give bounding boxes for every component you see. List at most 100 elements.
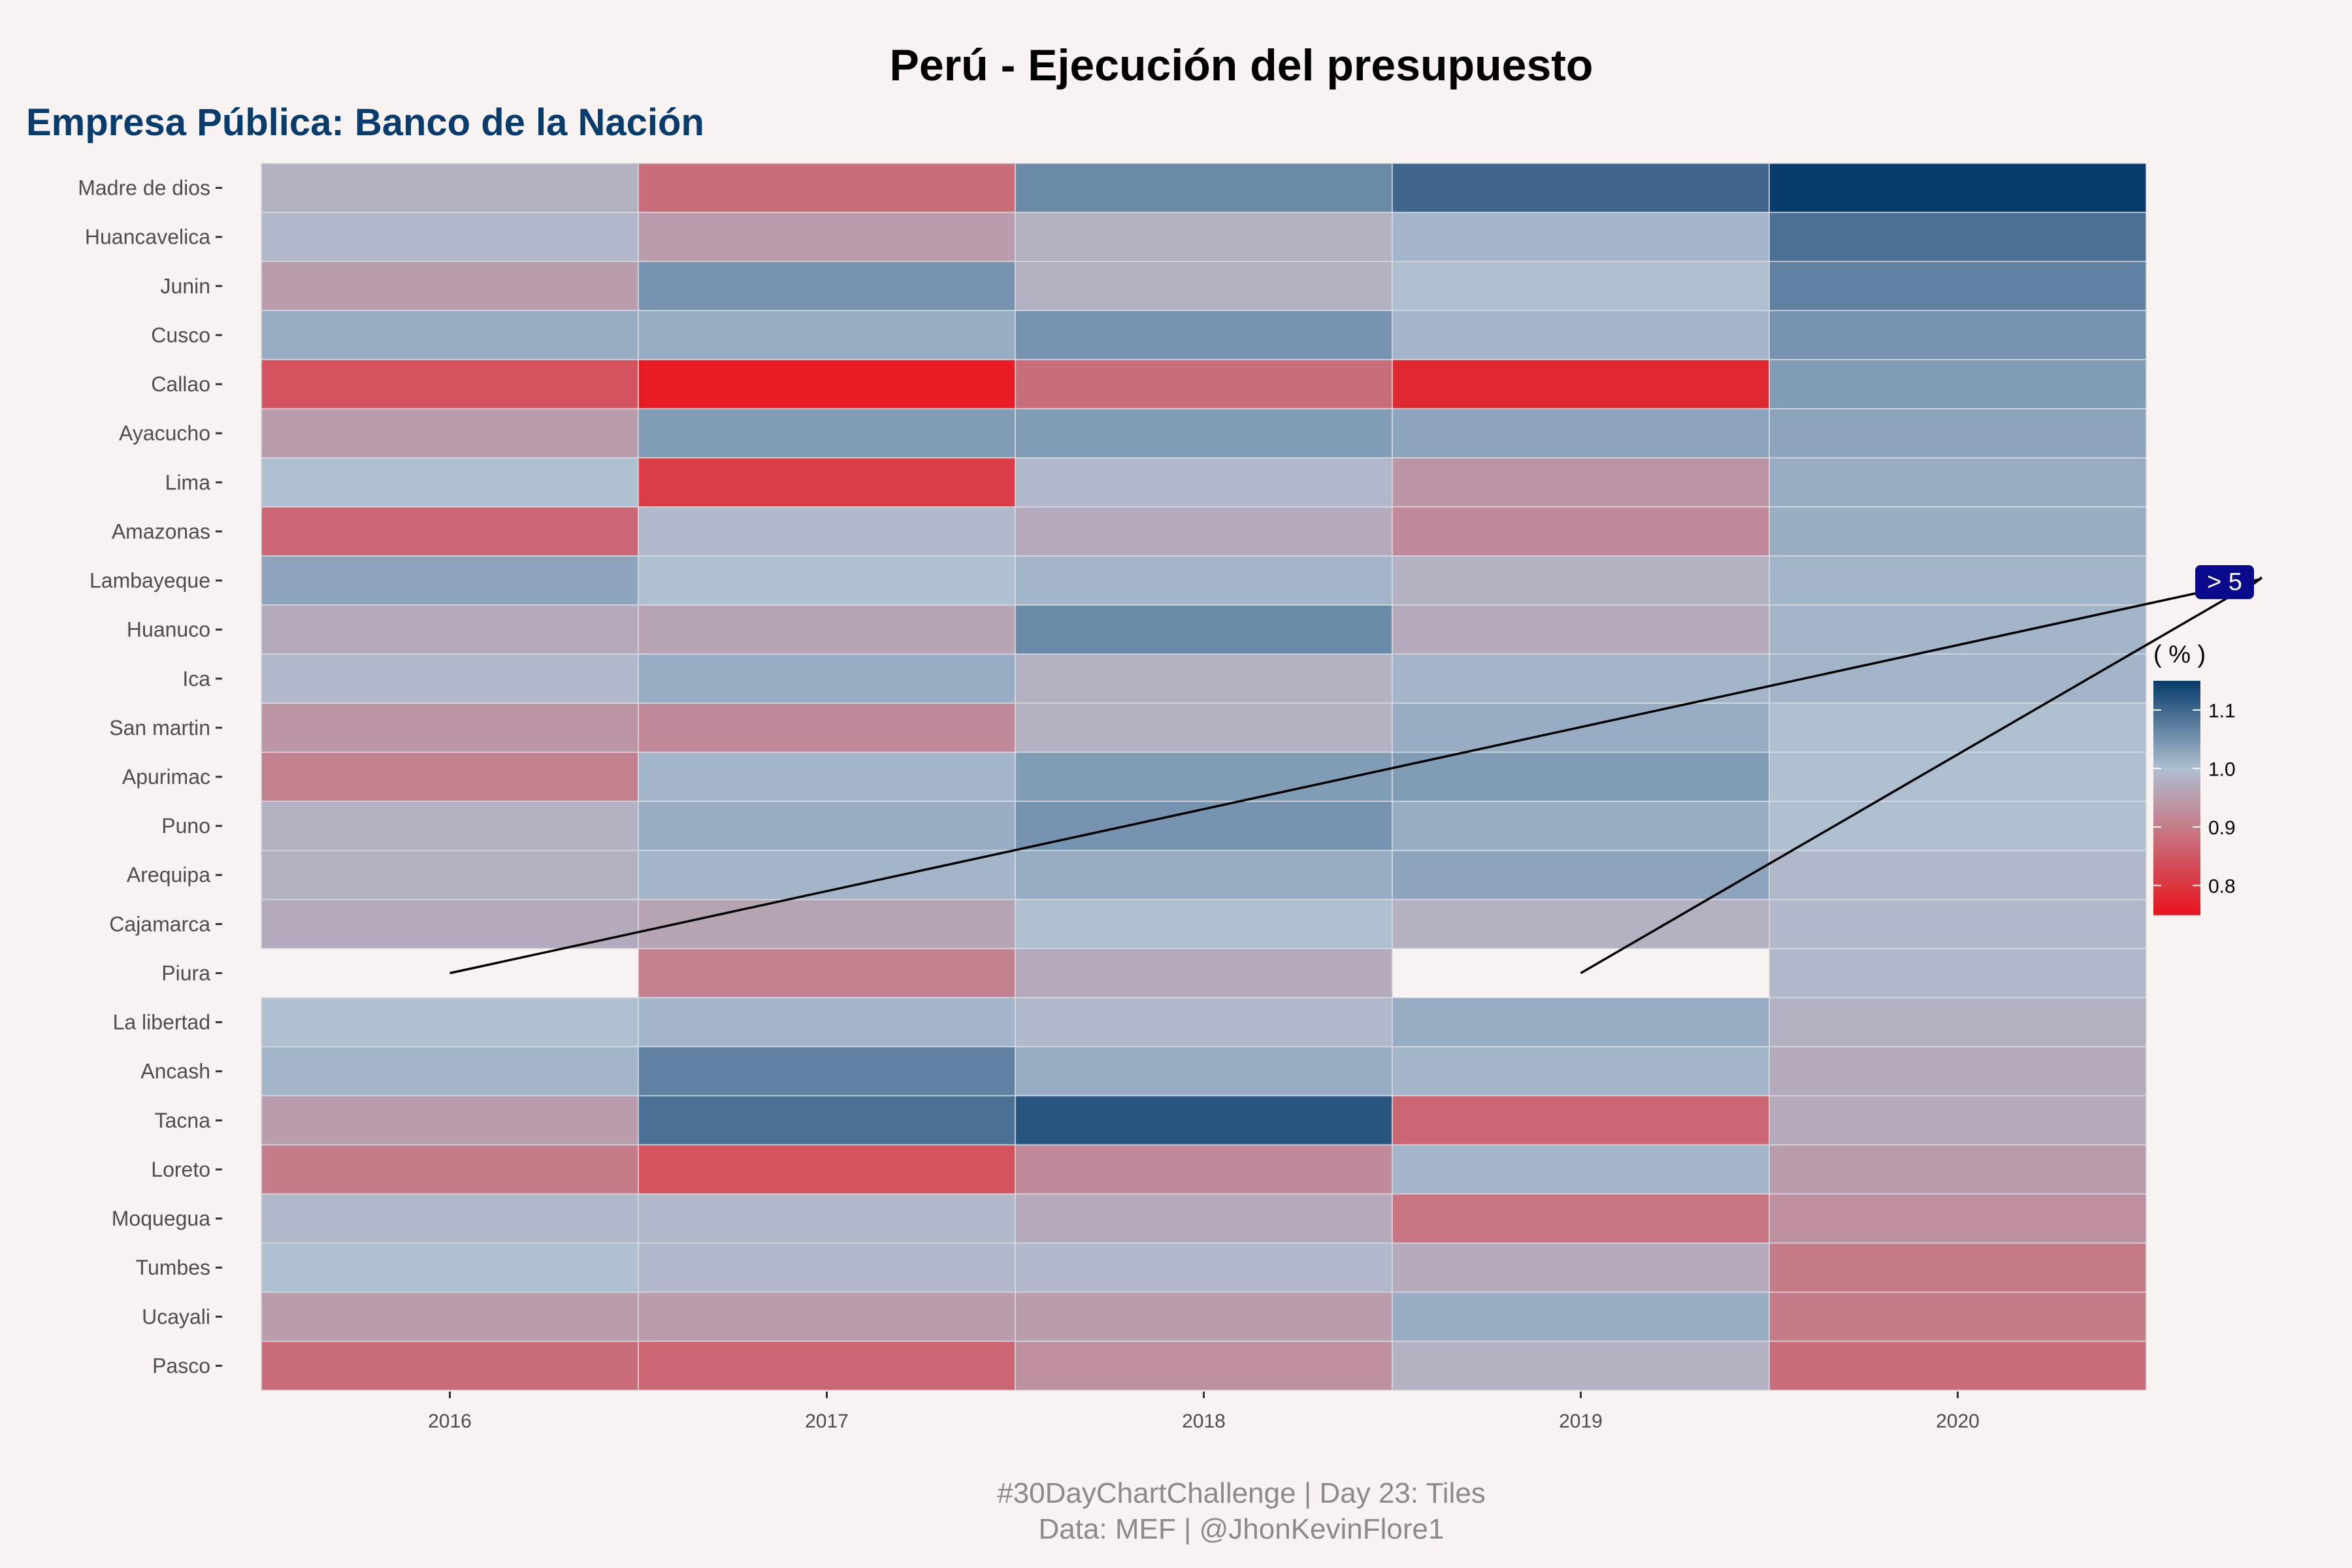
legend-colorbar-segment: [2153, 889, 2200, 892]
legend-colorbar-segment: [2153, 875, 2200, 879]
tile-loreto-2017: [638, 1144, 1016, 1195]
legend-colorbar-segment: [2153, 873, 2200, 877]
legend-colorbar-segment: [2153, 766, 2200, 770]
legend-colorbar-segment: [2153, 823, 2200, 827]
legend-colorbar-segment: [2153, 777, 2200, 780]
legend-tick-label: 0.8: [2208, 875, 2236, 897]
tile-ayacucho-2017: [638, 408, 1016, 459]
y-tick-label: Apurimac: [122, 765, 210, 789]
y-tick-label: Ancash: [140, 1060, 210, 1083]
tile-tacna-2017: [638, 1095, 1016, 1146]
y-tick-label: Tacna: [155, 1109, 211, 1132]
tile-lima-2018: [1015, 457, 1393, 508]
y-tick-label: Ayacucho: [119, 421, 210, 445]
tile-huancavelica-2019: [1392, 212, 1770, 262]
legend-colorbar-segment: [2153, 839, 2200, 843]
legend-colorbar-segment: [2153, 896, 2200, 900]
legend-colorbar-segment: [2153, 691, 2200, 694]
tile-amazonas-2016: [261, 506, 639, 557]
chart-subtitle: Empresa Pública: Banco de la Nación: [26, 101, 704, 144]
legend-colorbar-segment: [2153, 865, 2200, 869]
legend-colorbar-segment: [2153, 704, 2200, 708]
legend-colorbar-segment: [2153, 706, 2200, 710]
tile-cajamarca-2019: [1392, 899, 1770, 949]
tile-ica-2018: [1015, 653, 1393, 704]
tile-lima-2019: [1392, 457, 1770, 508]
tile-amazonas-2018: [1015, 506, 1393, 557]
legend-tick-label: 1.1: [2208, 700, 2236, 722]
legend-colorbar-segment: [2153, 821, 2200, 825]
tile-tumbes-2018: [1015, 1242, 1393, 1293]
legend-colorbar-segment: [2153, 745, 2200, 749]
legend-colorbar-segment: [2153, 683, 2200, 687]
y-tick-label: Cajamarca: [109, 912, 210, 936]
tile-pasco-2017: [638, 1341, 1016, 1391]
y-tick-label: Junin: [161, 274, 211, 298]
tile-cusco-2020: [1769, 310, 2147, 361]
heatmap-tiles: [261, 163, 2147, 1391]
tile-huanuco-2017: [638, 604, 1016, 655]
tile-ica-2016: [261, 653, 639, 704]
x-tick-label: 2020: [1936, 1411, 1980, 1432]
tile-ucayali-2017: [638, 1292, 1016, 1342]
tile-pasco-2018: [1015, 1341, 1393, 1391]
tile-junin-2017: [638, 261, 1016, 312]
tile-moquegua-2017: [638, 1193, 1016, 1244]
y-tick-label: Lima: [165, 470, 211, 494]
legend-colorbar-segment: [2153, 907, 2200, 910]
tile-ica-2019: [1392, 653, 1770, 704]
tile-puno-2020: [1769, 800, 2147, 851]
tile-arequipa-2019: [1392, 849, 1770, 900]
tile-pasco-2019: [1392, 1341, 1770, 1391]
y-tick-label: Puno: [161, 814, 210, 838]
tile-lambayeque-2018: [1015, 555, 1393, 606]
tile-huancavelica-2017: [638, 212, 1016, 262]
y-tick-label: Loreto: [151, 1158, 210, 1181]
tile-madre-de-dios-2016: [261, 163, 639, 213]
legend-colorbar-segment: [2153, 714, 2200, 718]
tile-callao-2017: [638, 359, 1016, 410]
legend-colorbar-segment: [2153, 769, 2200, 773]
legend-colorbar-segment: [2153, 805, 2200, 809]
legend-colorbar-segment: [2153, 753, 2200, 757]
tile-piura-2017: [638, 948, 1016, 998]
tile-la-libertad-2016: [261, 997, 639, 1047]
legend-colorbar-segment: [2153, 696, 2200, 700]
caption-line-1: #30DayChartChallenge | Day 23: Tiles: [997, 1477, 1486, 1509]
legend-colorbar-segment: [2153, 909, 2200, 913]
legend-colorbar-segment: [2153, 836, 2200, 840]
legend-colorbar-segment: [2153, 738, 2200, 742]
chart-title: Perú - Ejecución del presupuesto: [890, 41, 1593, 90]
tile-huancavelica-2018: [1015, 212, 1393, 262]
legend-colorbar-segment: [2153, 740, 2200, 744]
tile-tacna-2018: [1015, 1095, 1393, 1146]
annotation-label: > 5: [2207, 568, 2242, 596]
legend-colorbar-segment: [2153, 813, 2200, 817]
y-tick-label: Tumbes: [136, 1256, 210, 1279]
tile-lima-2020: [1769, 457, 2147, 508]
legend-colorbar-segment: [2153, 881, 2200, 885]
annotation-arrow: [1580, 578, 2260, 974]
caption-line-2: Data: MEF | @JhonKevinFlore1: [1038, 1513, 1444, 1545]
legend-colorbar-segment: [2153, 868, 2200, 872]
annotation: > 5: [449, 565, 2263, 975]
tile-ancash-2018: [1015, 1046, 1393, 1097]
legend-colorbar-segment: [2153, 802, 2200, 806]
x-tick-label: 2016: [428, 1411, 472, 1432]
legend-colorbar-segment: [2153, 748, 2200, 752]
legend-colorbar-segment: [2153, 844, 2200, 848]
x-tick-label: 2018: [1182, 1411, 1226, 1432]
legend-colorbar-segment: [2153, 701, 2200, 705]
y-tick-label: Lambayeque: [90, 569, 210, 593]
tile-ayacucho-2020: [1769, 408, 2147, 459]
tile-callao-2020: [1769, 359, 2147, 410]
tile-apurimac-2016: [261, 751, 639, 802]
tile-arequipa-2016: [261, 849, 639, 900]
tile-lima-2017: [638, 457, 1016, 508]
y-axis: Madre de dios Huancavelica Junin Cusco Calla…: [78, 176, 222, 1377]
y-tick-label: Cusco: [151, 323, 210, 347]
legend-colorbar-segment: [2153, 772, 2200, 775]
tile-callao-2016: [261, 359, 639, 410]
legend-colorbar-segment: [2153, 730, 2200, 734]
legend-colorbar-segment: [2153, 795, 2200, 798]
